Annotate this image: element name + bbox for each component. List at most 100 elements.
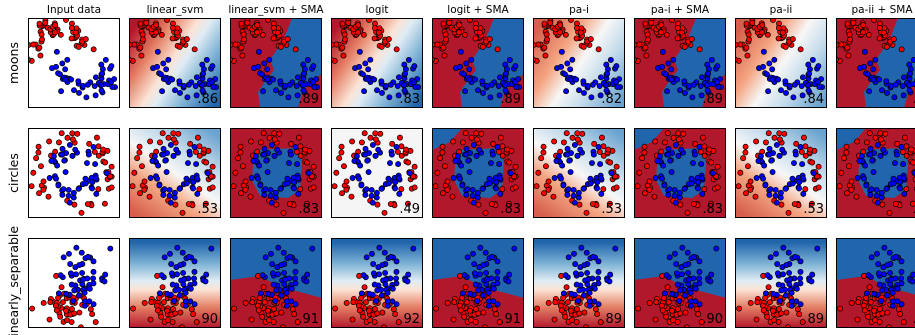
data-point	[362, 145, 369, 152]
data-point	[184, 94, 191, 101]
data-point	[159, 284, 166, 291]
data-point	[191, 144, 198, 150]
data-point	[377, 130, 384, 137]
score-label: .83	[702, 202, 723, 217]
data-point	[569, 56, 576, 63]
data-point	[779, 146, 786, 153]
data-point	[675, 152, 682, 159]
panel-frame	[129, 238, 221, 328]
data-point	[863, 182, 870, 189]
data-point	[485, 298, 492, 305]
row-labels: moons circles linearly_separable	[6, 42, 21, 335]
data-point	[875, 270, 882, 277]
data-point	[810, 170, 817, 177]
data-point	[53, 175, 59, 182]
data-point	[260, 130, 267, 137]
data-point	[72, 29, 79, 36]
data-point	[505, 200, 512, 207]
data-point	[472, 305, 479, 312]
data-point	[841, 155, 848, 162]
data-point	[292, 144, 299, 150]
data-point	[147, 316, 154, 323]
data-point	[766, 145, 773, 152]
data-point	[900, 175, 907, 182]
data-point	[411, 63, 418, 70]
data-point	[681, 43, 688, 50]
data-point	[873, 186, 880, 193]
data-point	[108, 184, 115, 191]
data-point	[252, 153, 259, 160]
data-point	[81, 289, 88, 296]
data-point	[596, 148, 603, 155]
data-point	[848, 186, 855, 193]
data-point	[248, 316, 255, 323]
data-point	[190, 185, 197, 192]
data-point	[591, 285, 598, 292]
data-point	[351, 158, 358, 164]
data-point	[489, 151, 496, 158]
data-point	[876, 76, 883, 83]
data-point	[762, 290, 769, 297]
panel-frame	[836, 238, 915, 328]
data-point	[480, 309, 487, 316]
data-point	[297, 143, 304, 150]
data-point	[402, 70, 409, 77]
data-point	[877, 130, 884, 137]
data-point	[665, 299, 672, 306]
data-point	[470, 250, 476, 257]
data-point	[870, 169, 877, 175]
data-point	[573, 76, 580, 83]
data-point	[62, 169, 69, 175]
data-point	[752, 193, 759, 200]
data-point	[597, 161, 604, 168]
data-point	[789, 36, 796, 43]
data-point	[685, 281, 692, 288]
data-point	[775, 305, 782, 312]
score-label: .89	[298, 92, 319, 107]
data-point	[86, 140, 93, 147]
data-point	[696, 46, 703, 53]
data-point	[479, 185, 486, 192]
data-point	[575, 189, 582, 196]
data-point	[674, 24, 681, 31]
data-point	[70, 298, 77, 304]
data-point	[63, 290, 70, 297]
data-point	[898, 46, 905, 53]
data-point	[634, 183, 641, 190]
data-point	[93, 190, 100, 197]
data-point	[737, 169, 744, 176]
data-point	[137, 20, 144, 27]
data-point	[543, 31, 550, 38]
data-point	[384, 289, 391, 296]
data-point	[706, 146, 713, 153]
data-point	[580, 78, 587, 85]
score-label: .89	[601, 312, 622, 327]
data-point	[191, 275, 198, 282]
data-point	[583, 209, 590, 216]
data-point	[880, 29, 887, 36]
data-point	[550, 193, 557, 200]
data-point	[807, 146, 814, 153]
panel-frame	[28, 18, 120, 108]
data-point	[884, 292, 890, 299]
data-point	[59, 60, 66, 67]
data-point	[768, 157, 775, 164]
data-point	[154, 48, 161, 55]
data-point	[747, 299, 754, 306]
data-point	[373, 298, 380, 304]
data-point	[759, 29, 766, 36]
data-point	[696, 258, 703, 265]
data-point	[898, 268, 905, 275]
data-point	[767, 186, 774, 193]
data-point	[466, 76, 473, 83]
data-point	[473, 152, 480, 159]
data-point	[560, 139, 567, 146]
data-point	[350, 299, 357, 306]
data-point	[47, 299, 54, 306]
data-point	[274, 29, 281, 36]
data-point	[779, 29, 786, 36]
data-point	[58, 130, 65, 137]
column-title-5: pa-i	[569, 4, 589, 16]
column-title-2: linear_svm + SMA	[228, 4, 324, 16]
data-point	[155, 162, 162, 169]
